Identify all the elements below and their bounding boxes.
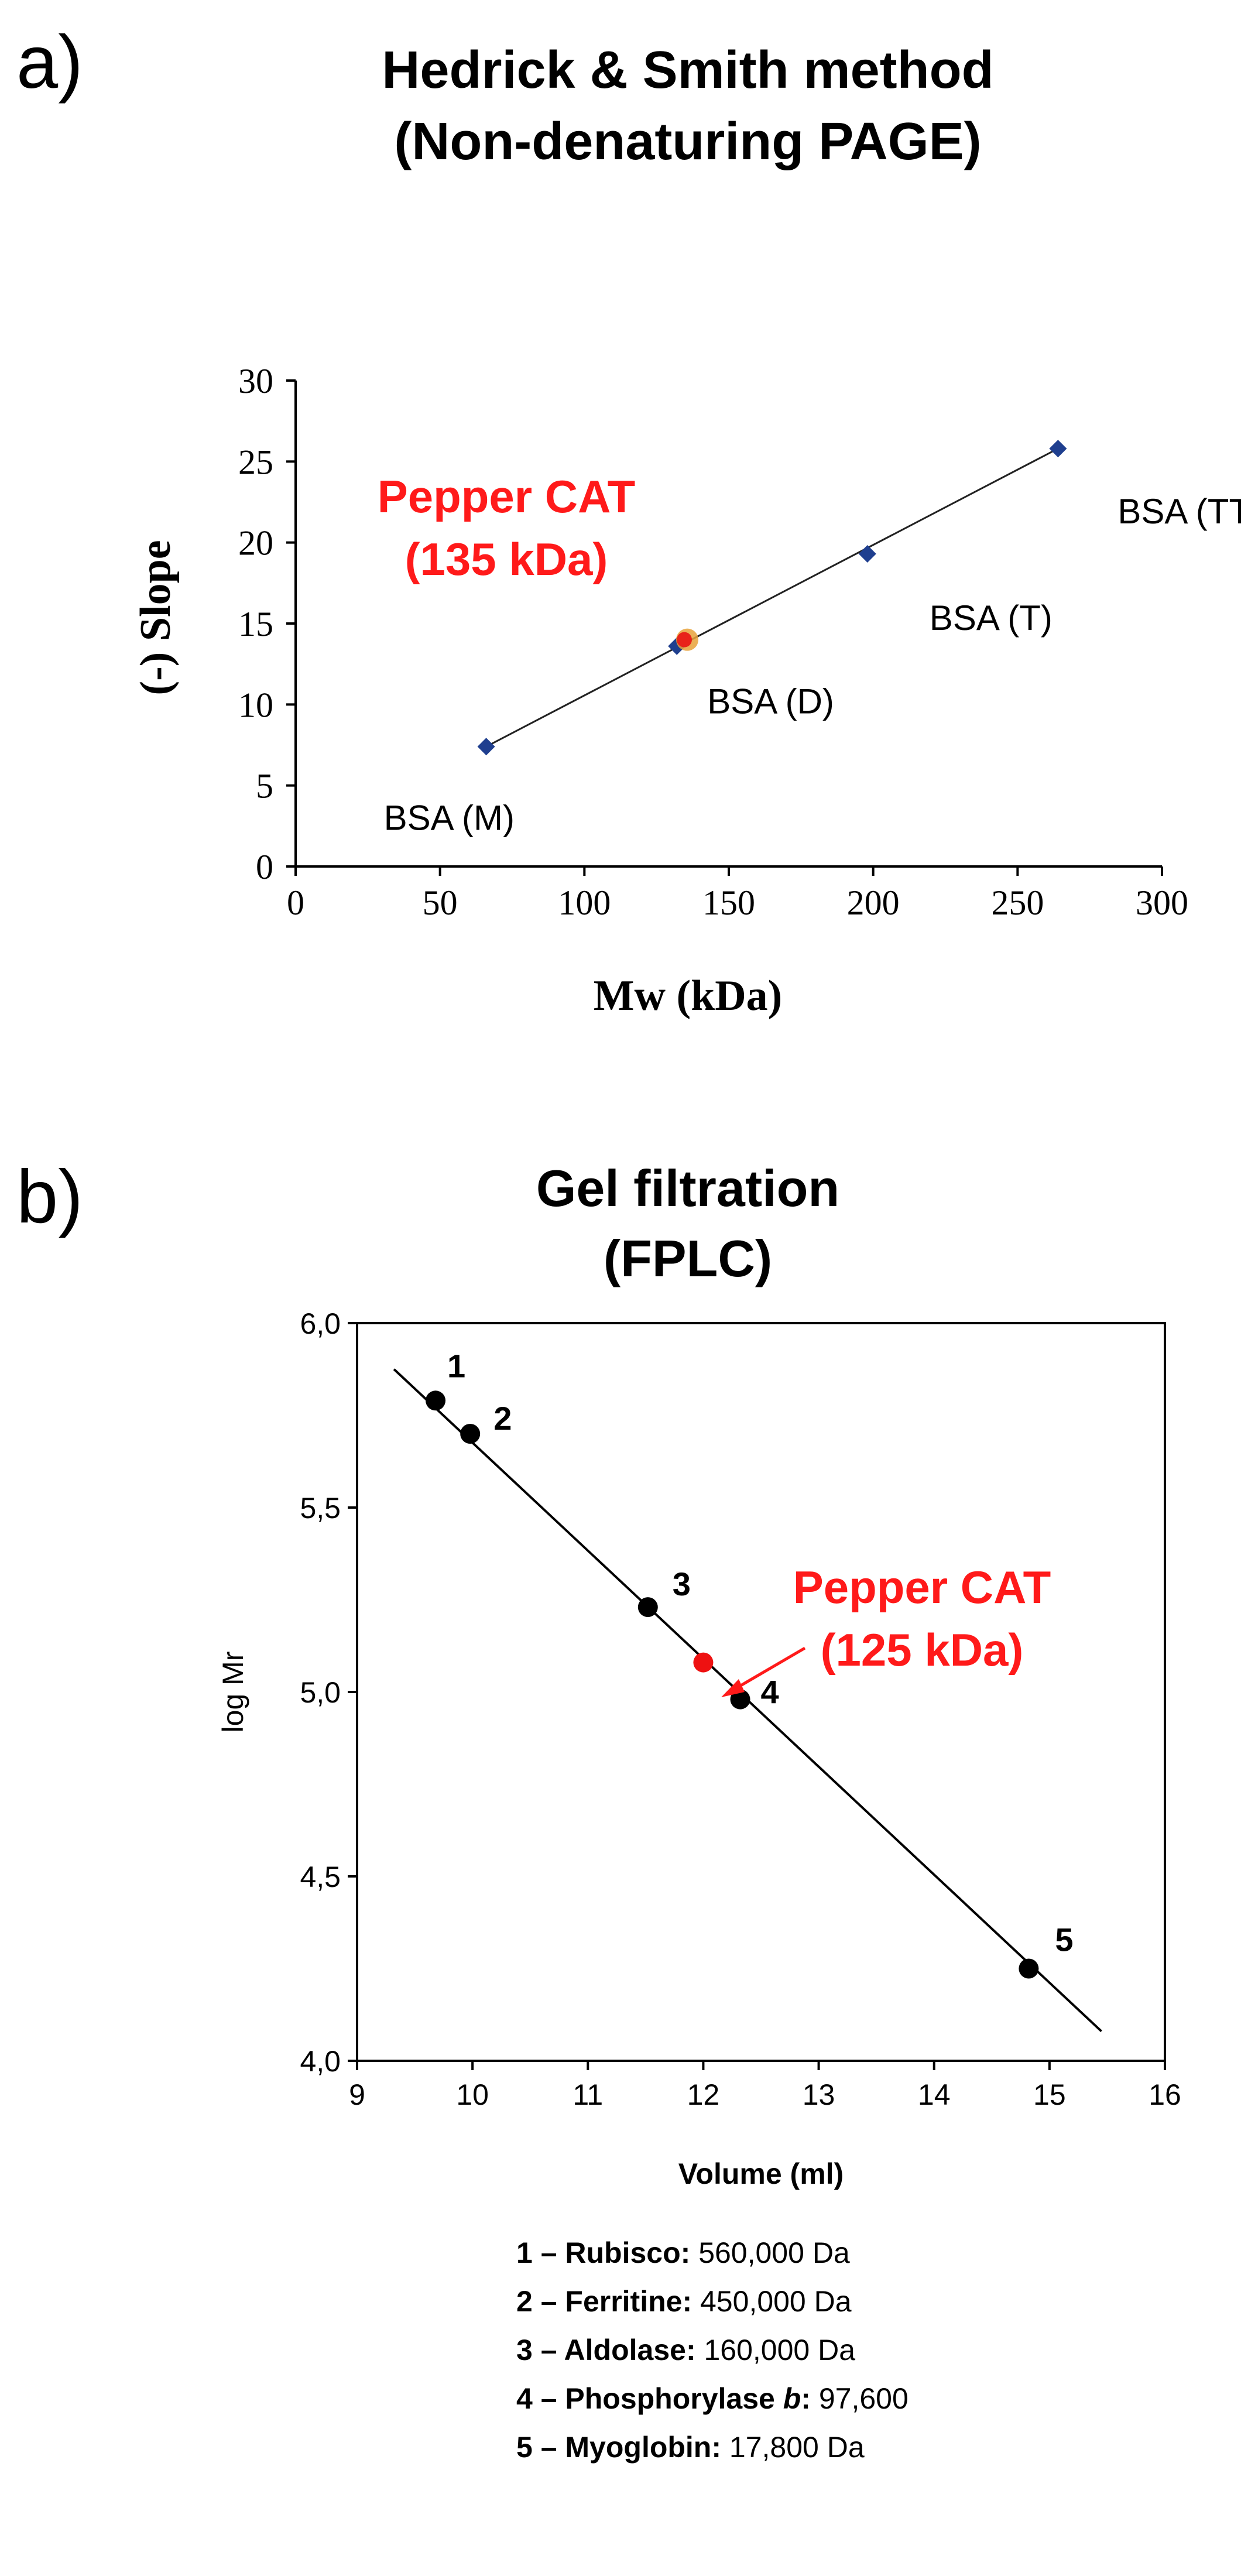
panel-a: a) Hedrick & Smith method (Non-denaturin…: [16, 20, 1241, 1020]
chart-b-legend-entry: 2 – Ferritine: 450,000 Da: [516, 2285, 852, 2318]
chart-a-y-tick-label: 5: [256, 767, 273, 806]
chart-b-point-label: 3: [673, 1566, 691, 1602]
chart-b-point-label: 5: [1055, 1921, 1073, 1958]
chart-a-annotation-line1: Pepper CAT: [378, 471, 636, 522]
chart-b-x-tick-label: 11: [572, 2078, 603, 2111]
chart-a-point-labels: BSA (M) BSA (D) BSA (T) BSA (TT): [384, 492, 1241, 837]
chart-a-point-pepper-cat: [677, 632, 692, 648]
chart-a-x-tick-label: 200: [847, 883, 900, 922]
chart-b-point-label: 4: [761, 1674, 779, 1711]
chart-b-x-tick-label: 14: [918, 2078, 951, 2111]
chart-b-x-tick-label: 13: [803, 2078, 835, 2111]
chart-b-point-pepper-cat: [693, 1652, 714, 1673]
chart-b-annotation-line1: Pepper CAT: [793, 1561, 1051, 1613]
chart-a-point-bsa: [858, 545, 876, 563]
chart-a-point-label: BSA (D): [707, 682, 834, 721]
chart-a-x-tick-label: 300: [1136, 883, 1188, 922]
chart-b-y-tick-label: 4,0: [300, 2045, 341, 2078]
chart-b-point-standard: [730, 1689, 750, 1710]
chart-a-y-tick-label: 15: [238, 605, 273, 643]
chart-b-x-tick-label: 9: [349, 2078, 365, 2111]
chart-b-point-standard: [1019, 1958, 1039, 1979]
panel-b-title-line2: (FPLC): [604, 1229, 772, 1287]
chart-b-point-standard: [637, 1597, 658, 1618]
chart-b-point-standard: [426, 1390, 446, 1411]
chart-a-x-tick-label: 100: [558, 883, 611, 922]
chart-a-y-tick-label: 10: [238, 686, 273, 724]
chart-b-x-tick-label: 16: [1149, 2078, 1181, 2111]
chart-b-x-label: Volume (ml): [678, 2157, 844, 2190]
chart-b-legend-entry: 1 – Rubisco: 560,000 Da: [516, 2236, 850, 2269]
chart-a-x-label: Mw (kDa): [594, 972, 783, 1020]
chart-a-annotation-line2: (135 kDa): [405, 533, 608, 585]
panel-b: b) Gel filtration (FPLC) 9 10 11 12 13 14 15 16…: [16, 1155, 1181, 2464]
panel-a-title-line1: Hedrick & Smith method: [382, 41, 993, 100]
chart-a-x-tick-label: 150: [702, 883, 755, 922]
chart-a-fit-line: [485, 447, 1059, 748]
chart-a-y-tick-label: 30: [238, 362, 273, 400]
chart-b-legend-entry: 3 – Aldolase: 160,000 Da: [516, 2334, 855, 2366]
chart-b-y-tick-label: 6,0: [300, 1307, 341, 1340]
chart-a-x-tick-label: 50: [423, 883, 458, 922]
chart-a-y-tick-label: 20: [238, 524, 273, 563]
chart-a-points: [477, 440, 1067, 756]
chart-b-points: [426, 1390, 1039, 1979]
chart-b-y-tick-label: 5,0: [300, 1676, 341, 1709]
panel-b-letter: b): [16, 1155, 83, 1239]
chart-b-legend-entry: 4 – Phosphorylase b: 97,600: [516, 2382, 909, 2415]
chart-b-y-tick-label: 4,5: [300, 1861, 341, 1893]
chart-b-annotation-line2: (125 kDa): [821, 1624, 1024, 1676]
chart-a-point-label: BSA (TT): [1117, 492, 1241, 531]
chart-b-point-label: 2: [493, 1400, 512, 1437]
chart-a-ticks: 0 50 100 150 200 250 300 0 5 10 15 20 25 30: [238, 362, 1188, 922]
chart-a-x-tick-label: 0: [287, 883, 304, 922]
chart-b-legend: 1 – Rubisco: 560,000 Da 2 – Ferritine: 45…: [516, 2236, 909, 2464]
chart-a-x-tick-label: 250: [991, 883, 1044, 922]
chart-a-point-bsa: [1049, 440, 1067, 458]
chart-b-x-tick-label: 12: [687, 2078, 720, 2111]
chart-a-y-label: (-) Slope: [132, 540, 180, 695]
chart-a-point-bsa: [477, 738, 495, 756]
chart-b-point-standard: [460, 1424, 481, 1444]
chart-a-y-tick-label: 25: [238, 443, 273, 481]
chart-b-annotation-arrow: [721, 1646, 806, 1697]
chart-b-point-labels: 12 3 4 5: [447, 1347, 1073, 1958]
chart-b-y-tick-label: 5,5: [300, 1492, 341, 1525]
chart-b-x-tick-label: 15: [1033, 2078, 1066, 2111]
chart-a-point-label: BSA (M): [384, 798, 515, 837]
chart-b-ticks: 9 10 11 12 13 14 15 164,04,55,05,56,0: [300, 1307, 1181, 2111]
chart-a-y-tick-label: 0: [256, 848, 273, 886]
panel-b-title-line1: Gel filtration: [536, 1159, 839, 1217]
chart-b-y-label: log Mr: [217, 1652, 249, 1733]
chart-b-point-label: 1: [447, 1347, 465, 1384]
panel-a-title-line2: (Non-denaturing PAGE): [394, 112, 981, 171]
chart-b-x-tick-label: 10: [456, 2078, 489, 2111]
chart-a-point-label: BSA (T): [930, 598, 1053, 638]
chart-b-legend-entry: 5 – Myoglobin: 17,800 Da: [516, 2431, 865, 2464]
panel-a-letter: a): [16, 20, 83, 104]
